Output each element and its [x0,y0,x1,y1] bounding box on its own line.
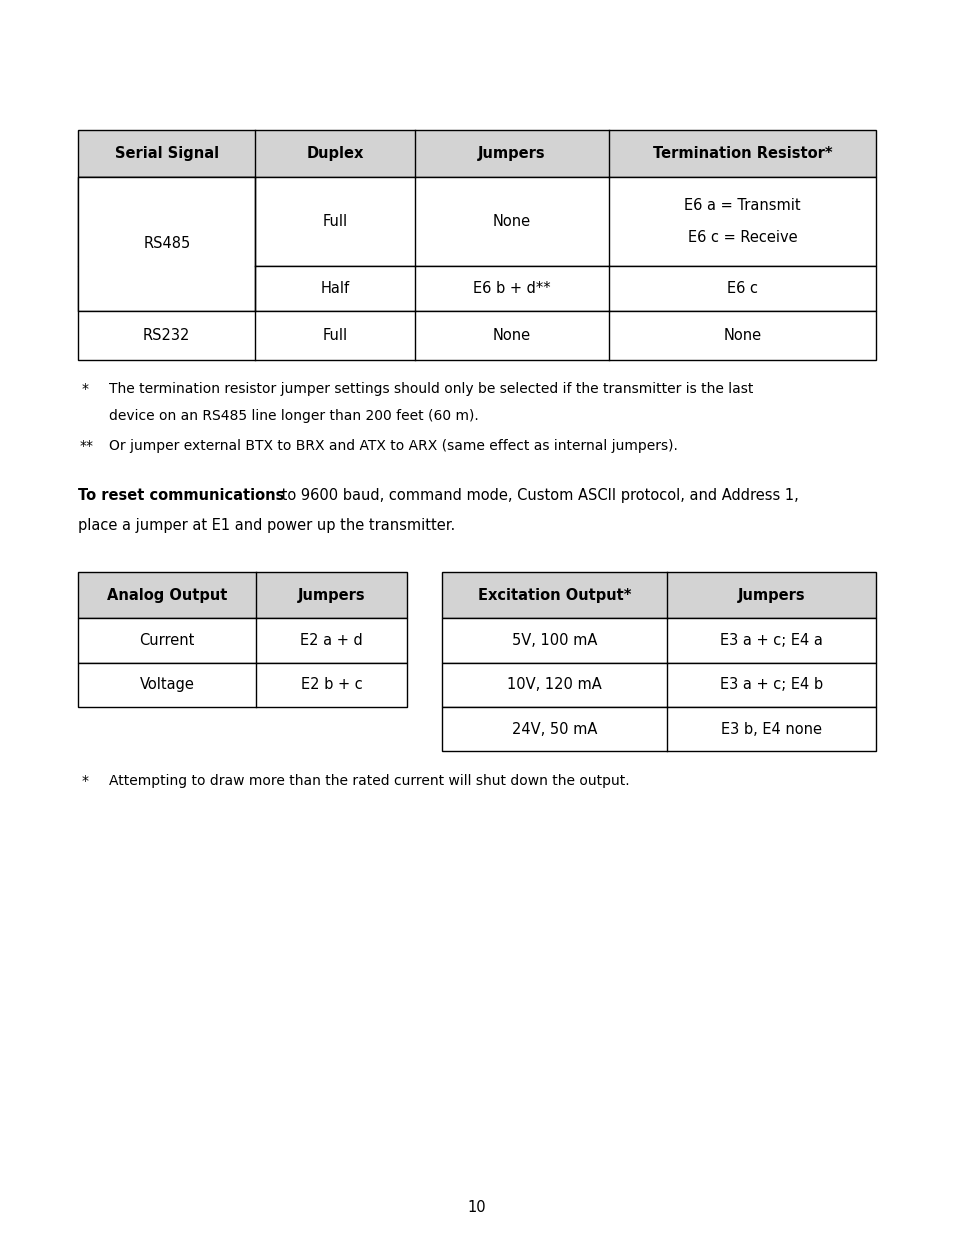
Text: RS232: RS232 [143,327,191,343]
Text: E6 a = Transmit: E6 a = Transmit [683,198,801,214]
Bar [441,619,875,662]
Bar [78,573,407,618]
Text: E6 b + d**: E6 b + d** [473,280,550,296]
Text: E3 b, E4 none: E3 b, E4 none [720,721,821,737]
Text: Current: Current [139,632,194,648]
Text: Half: Half [320,280,349,296]
Text: Serial Signal: Serial Signal [114,146,218,161]
Text: Voltage: Voltage [139,677,194,693]
Text: *: * [82,773,89,788]
Text: Jumpers: Jumpers [297,588,365,603]
Text: device on an RS485 line longer than 200 feet (60 m).: device on an RS485 line longer than 200 … [109,410,478,424]
Text: **: ** [79,440,93,453]
Text: Jumpers: Jumpers [737,588,804,603]
Bar [78,310,875,361]
Text: E2 b + c: E2 b + c [300,677,362,693]
Text: Jumpers: Jumpers [477,146,545,161]
Text: E6 c = Receive: E6 c = Receive [687,230,797,246]
Text: Or jumper external BTX to BRX and ATX to ARX (same effect as internal jumpers).: Or jumper external BTX to BRX and ATX to… [109,440,677,453]
Bar [78,178,875,267]
Text: None: None [493,214,531,230]
Text: to 9600 baud, command mode, Custom ASCII protocol, and Address 1,: to 9600 baud, command mode, Custom ASCII… [276,489,798,504]
Text: 10V, 120 mA: 10V, 120 mA [507,677,601,693]
Text: Full: Full [322,214,347,230]
Text: place a jumper at E1 and power up the transmitter.: place a jumper at E1 and power up the tr… [78,519,455,534]
Text: The termination resistor jumper settings should only be selected if the transmit: The termination resistor jumper settings… [109,383,752,396]
Text: E6 c: E6 c [726,280,758,296]
Text: 24V, 50 mA: 24V, 50 mA [512,721,597,737]
Text: *: * [82,383,89,396]
Bar [78,662,407,706]
Text: To reset communications: To reset communications [78,489,284,504]
Text: None: None [722,327,760,343]
Text: E3 a + c; E4 b: E3 a + c; E4 b [720,677,822,693]
Bar [78,130,875,177]
Text: 10: 10 [467,1200,486,1215]
Text: Excitation Output*: Excitation Output* [477,588,631,603]
Text: E3 a + c; E4 a: E3 a + c; E4 a [720,632,822,648]
Text: Attempting to draw more than the rated current will shut down the output.: Attempting to draw more than the rated c… [109,773,629,788]
Bar [78,619,407,662]
Bar [78,177,255,311]
Text: Termination Resistor*: Termination Resistor* [652,146,832,161]
Bar [441,706,875,751]
Text: Full: Full [322,327,347,343]
Text: Analog Output: Analog Output [107,588,227,603]
Text: RS485: RS485 [143,236,191,252]
Bar [441,573,875,618]
Text: E2 a + d: E2 a + d [300,632,363,648]
Bar [441,662,875,706]
Bar [78,267,875,311]
Text: Duplex: Duplex [306,146,363,161]
Text: None: None [493,327,531,343]
Text: 5V, 100 mA: 5V, 100 mA [512,632,597,648]
